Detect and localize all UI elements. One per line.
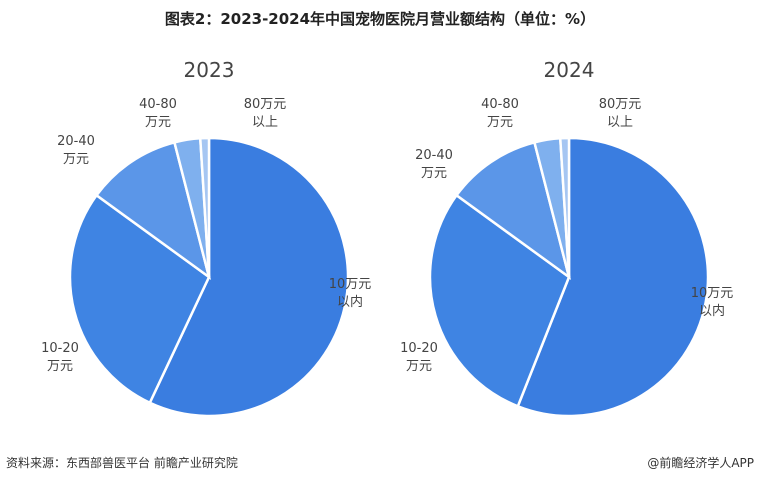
pie-year-2023: 2023 [184, 58, 235, 82]
pie-chart-2024: 2024 10万元以内 10-20 万元 20-40 万元 40-80 万元 80万元… [400, 58, 734, 418]
pie-slice-2023-0 [148, 136, 350, 418]
label-2023-10wan: 10万元以内 [329, 277, 372, 310]
label-2024-40-80wan: 40-80 万元 [481, 97, 519, 130]
label-2023-40-80wan: 40-80 万元 [139, 97, 177, 130]
label-2024-10wan: 10万元以内 [691, 286, 734, 319]
pie-slice-2023-2 [94, 140, 212, 281]
label-2023-20-40wan: 20-40 万元 [57, 134, 95, 167]
pie-slice-2024-4 [558, 136, 571, 278]
label-2023-80wan-plus: 80万元以上 [244, 97, 287, 130]
pie-slice-2023-1 [68, 193, 211, 405]
pie-slice-2024-2 [454, 140, 572, 281]
label-2024-80wan-plus: 80万元以上 [599, 97, 642, 130]
label-2023-10-20wan: 10-20 万元 [41, 341, 79, 374]
label-2024-10-20wan: 10-20 万元 [400, 341, 438, 374]
pie-chart-2023: 2023 10万元以内 10-20 万元 20-40 万元 40-80 万元 80万元… [41, 58, 372, 418]
chart-title: 图表2：2023-2024年中国宠物医院月营业额结构（单位：%） [164, 10, 596, 28]
label-2024-20-40wan: 20-40 万元 [415, 148, 453, 181]
pie-slice-2024-1 [428, 193, 571, 408]
pie-year-2024: 2024 [544, 58, 595, 82]
pie-slice-2023-4 [198, 136, 211, 278]
brand-note: @前瞻经济学人APP [647, 456, 754, 470]
pie-slice-2024-0 [516, 136, 710, 418]
source-note: 资料来源：东西部兽医平台 前瞻产业研究院 [6, 456, 238, 470]
